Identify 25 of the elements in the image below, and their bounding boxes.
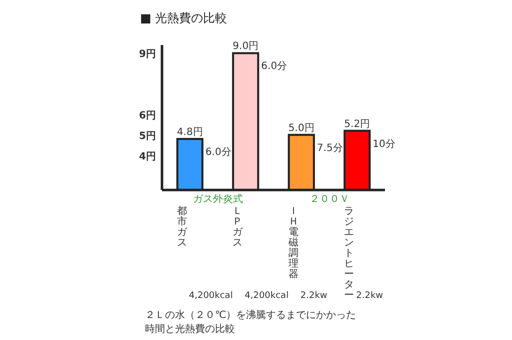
text: 時間と光熱費の比較 — [145, 323, 235, 335]
data-label: 4.8円 — [176, 126, 203, 138]
data-label: 5.0円 — [288, 122, 314, 134]
category-label: 都市ガス — [176, 206, 187, 248]
annotation: 10分 — [372, 138, 396, 150]
category-label: ＩＨ電磁調理器 — [288, 206, 298, 280]
y-tick-label: 4円 — [139, 151, 156, 162]
annotation: 6.0分 — [261, 60, 288, 72]
annotation: 6.0分 — [205, 146, 232, 158]
y-tick-label: 6円 — [139, 110, 156, 122]
text: ２Ｌの水（２０℃）を沸騰するまでにかかった — [145, 309, 356, 321]
y-tick-label: 5円 — [139, 130, 156, 142]
category-label: ラジエントヒーター — [344, 206, 354, 301]
annotation: 7.5分 — [316, 142, 343, 154]
text: 2.2kw — [356, 291, 384, 301]
text: ガス外炎式 — [192, 193, 243, 205]
chart-title: ■ 光熱費の比較 — [140, 11, 228, 25]
text: 4,200kcal — [244, 291, 289, 301]
category-label: ＬＰガス — [232, 206, 243, 248]
text: 4,200kcal — [188, 291, 233, 301]
text: ２００Ｖ — [309, 194, 350, 205]
data-label: 5.2円 — [344, 118, 370, 130]
data-label: 9.0円 — [232, 41, 259, 52]
text: 2.2kw — [300, 291, 328, 301]
y-tick-label: 9円 — [139, 49, 156, 60]
